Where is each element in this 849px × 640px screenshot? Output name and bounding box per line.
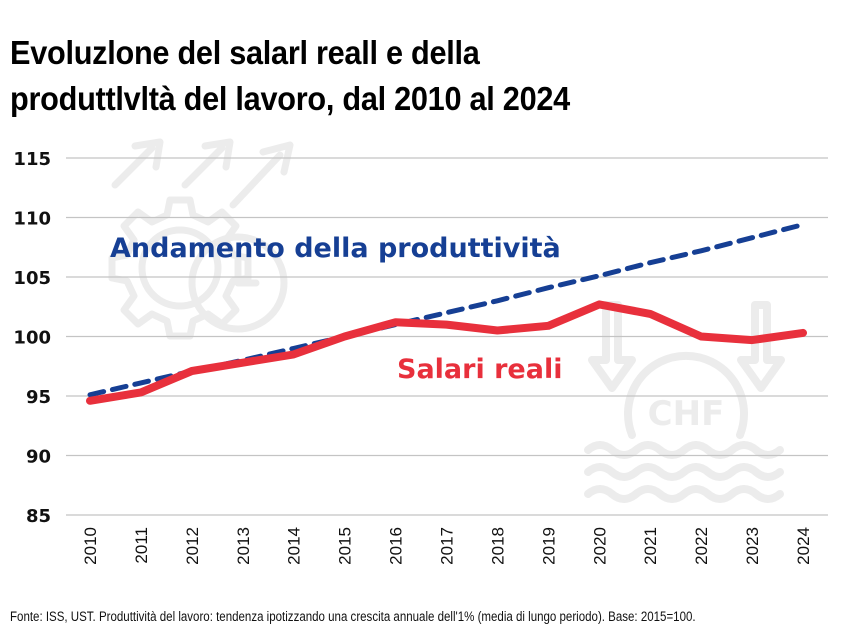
gridlines: [66, 157, 828, 516]
x-tick-label: 2015: [336, 527, 355, 565]
y-tick-label: 85: [26, 506, 51, 527]
x-tick-label: 2017: [438, 527, 457, 565]
x-tick-label: 2020: [590, 527, 609, 565]
arrow-up-right-icon: [111, 138, 294, 209]
chart-title-line-1: Evoluzlone del salarl reall e della: [10, 34, 480, 71]
x-axis: 2010 2011 2012 2013 2014 2015 2016 2017 2018 2019…: [81, 527, 813, 565]
x-tick-label: 2021: [641, 527, 660, 565]
chart-title-line-2: produttlvltà del lavoro, dal 2010 al 202…: [10, 80, 570, 117]
y-tick-label: 105: [13, 268, 51, 289]
watermark-chf-text: CHF: [648, 394, 725, 434]
coin-icon: [624, 351, 748, 439]
series-line-salari-reali: [86, 300, 807, 405]
x-tick-label: 2023: [743, 527, 762, 565]
x-tick-label: 2011: [132, 527, 151, 564]
gear-icon: [108, 196, 252, 340]
chart-title: Evoluzlone del salarl reall e della prod…: [10, 30, 782, 122]
y-tick-label: 90: [26, 447, 51, 468]
clock-icon: [188, 233, 288, 333]
source-note: Fonte: ISS, UST. Produttività del lavoro…: [10, 609, 696, 624]
x-tick-label: 2019: [539, 527, 558, 565]
watermark-chf-icon: [584, 301, 785, 503]
label-produttivita: Andamento della produttività: [110, 233, 561, 264]
y-tick-label: 95: [26, 387, 51, 408]
y-axis: 85 90 95 100 105 110 115: [13, 149, 51, 527]
x-tick-label: 2022: [692, 527, 711, 565]
x-tick-label: 2016: [387, 527, 406, 565]
y-tick-label: 110: [13, 209, 51, 230]
x-tick-label: 2013: [234, 527, 253, 565]
x-tick-label: 2012: [183, 527, 202, 565]
x-tick-label: 2018: [488, 527, 507, 565]
y-tick-label: 115: [13, 149, 51, 170]
series-group: [86, 222, 807, 405]
y-tick-label: 100: [13, 328, 51, 349]
label-salari-reali: Salari reali: [397, 354, 562, 385]
x-tick-label: 2014: [285, 527, 304, 565]
x-tick-label: 2010: [81, 527, 100, 565]
arrow-down-icon: [588, 301, 785, 392]
x-tick-label: 2024: [794, 527, 813, 565]
waves-icon: [584, 441, 784, 503]
